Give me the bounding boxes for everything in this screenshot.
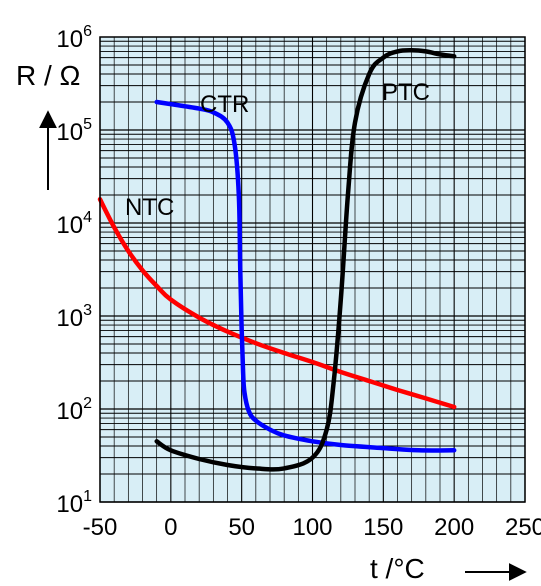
y-tick-label: 102 bbox=[56, 395, 92, 425]
y-axis-tick-labels: 101 102 103 104 105 106 bbox=[56, 23, 92, 518]
series-labels: NTC CTR PTC bbox=[125, 79, 430, 221]
x-tick-label: -50 bbox=[83, 514, 118, 541]
series-layer bbox=[97, 48, 457, 472]
y-tick-label: 101 bbox=[56, 488, 92, 518]
x-tick-label: 150 bbox=[363, 514, 403, 541]
y-tick-label: 106 bbox=[56, 23, 92, 53]
x-tick-label: 250 bbox=[505, 514, 541, 541]
y-axis-label: R / Ω bbox=[16, 60, 81, 91]
series-label-ntc: NTC bbox=[125, 194, 174, 221]
series-label-ptc: PTC bbox=[382, 79, 430, 106]
series-line-ptc bbox=[154, 48, 457, 472]
plot-frame bbox=[99, 36, 526, 503]
x-tick-label: 200 bbox=[434, 514, 474, 541]
x-tick-label: 0 bbox=[164, 514, 177, 541]
series-label-ctr: CTR bbox=[200, 91, 249, 118]
y-tick-label: 103 bbox=[56, 302, 92, 332]
x-axis-tick-labels: -50 0 50 100 150 200 250 bbox=[83, 514, 541, 541]
y-tick-label: 104 bbox=[56, 209, 92, 239]
series-line-ctr bbox=[154, 99, 457, 453]
x-axis-label: t /°C bbox=[370, 553, 425, 584]
y-tick-label: 105 bbox=[56, 116, 92, 146]
x-tick-label: 50 bbox=[228, 514, 255, 541]
x-tick-label: 100 bbox=[292, 514, 332, 541]
